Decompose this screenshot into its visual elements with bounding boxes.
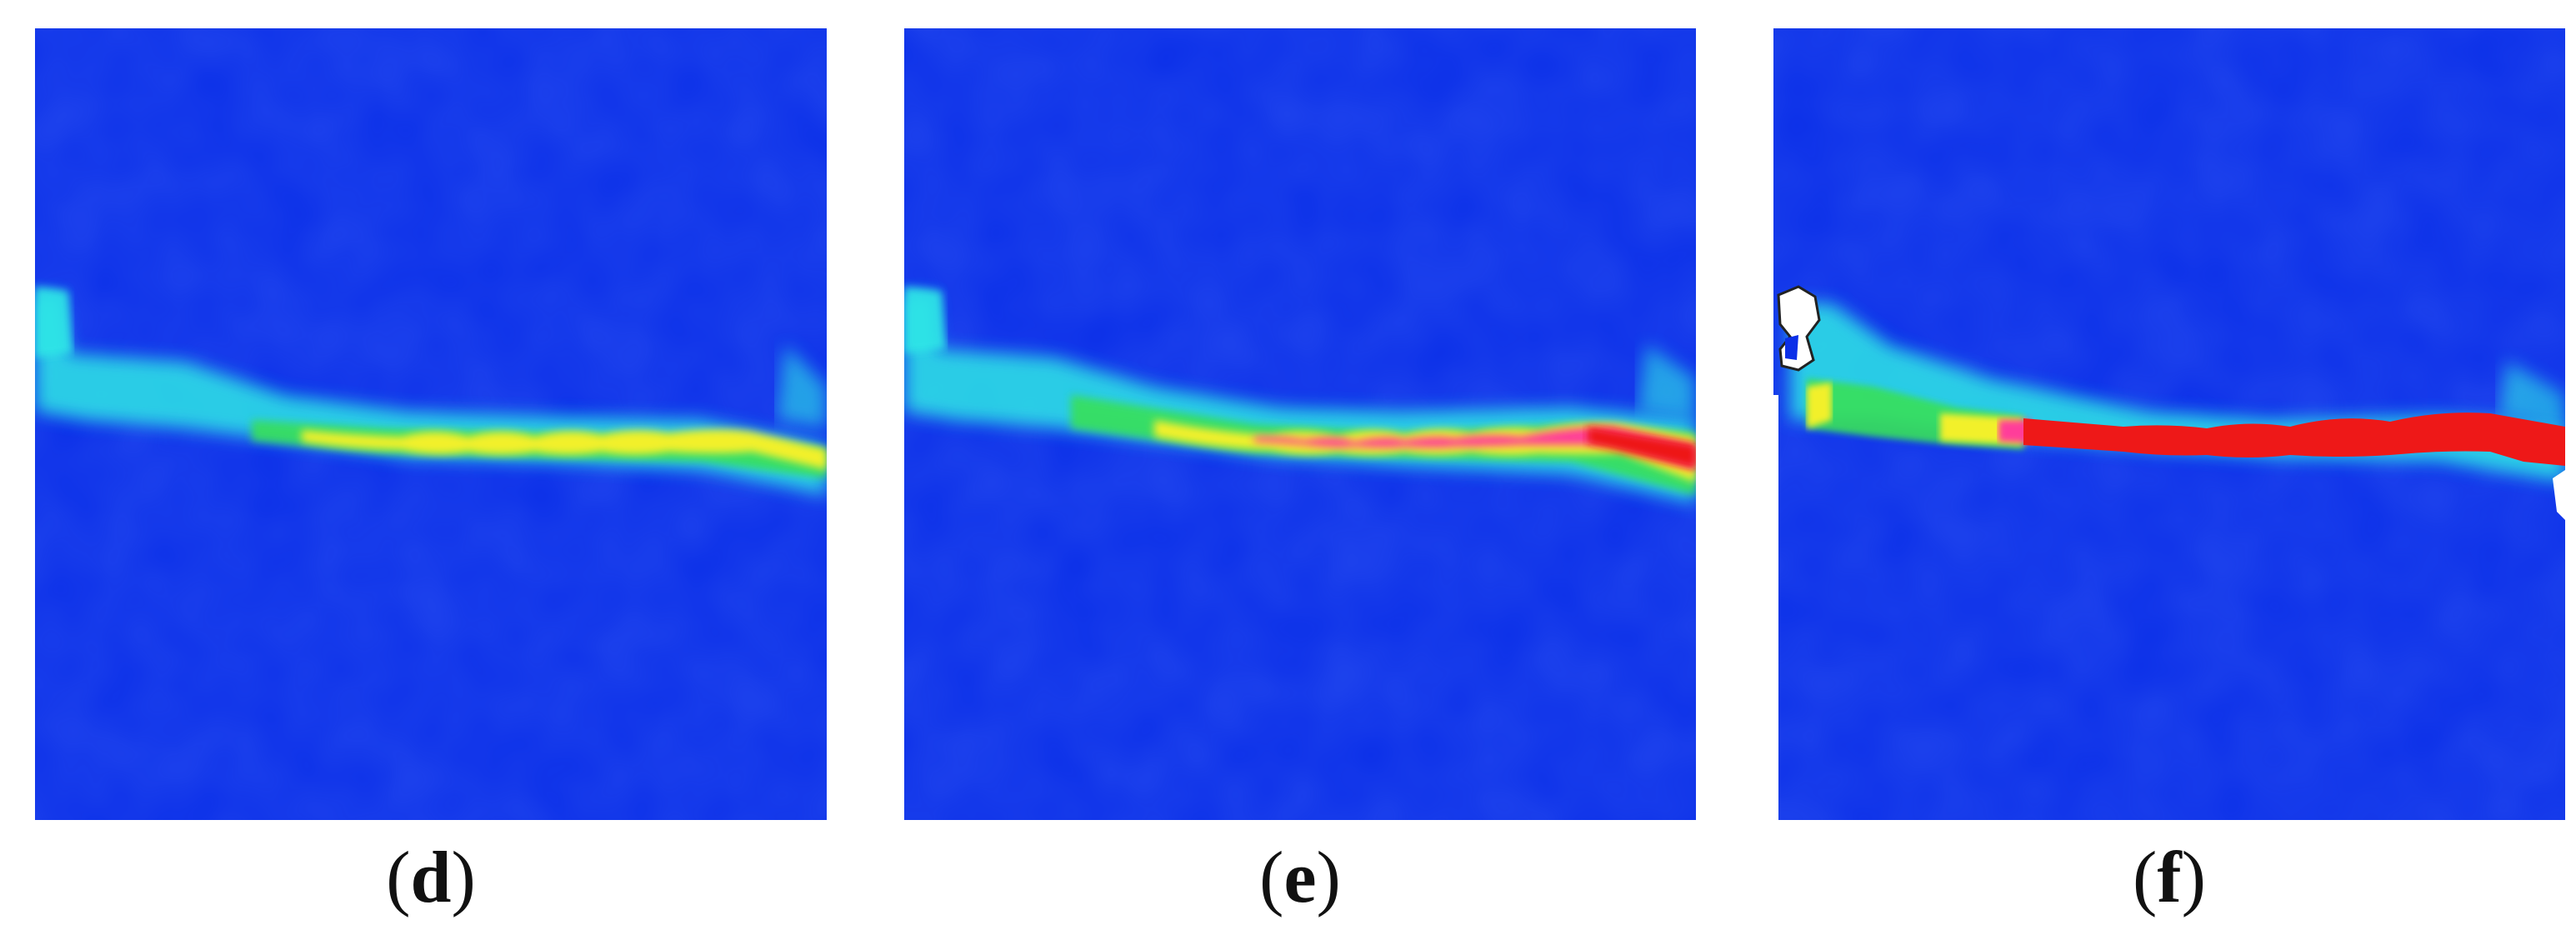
caption-f: (f)	[2133, 838, 2206, 918]
caption-d: (d)	[386, 838, 476, 918]
caption-letter: d	[410, 838, 452, 918]
panel-d	[35, 28, 827, 820]
caption-letter: f	[2157, 838, 2182, 918]
crack-core	[2023, 412, 2565, 466]
panel-f	[1773, 28, 2565, 820]
caption-letter: e	[1283, 838, 1317, 918]
caption-e: (e)	[1259, 838, 1341, 918]
contour-plot-d	[35, 28, 827, 820]
crack-core	[1254, 427, 1696, 470]
edge-damage	[2553, 470, 2565, 520]
panel-e	[904, 28, 1696, 820]
contour-plot-f	[1773, 28, 2565, 820]
crack-core	[302, 429, 827, 470]
void-region	[1777, 285, 1821, 372]
contour-plot-e	[904, 28, 1696, 820]
